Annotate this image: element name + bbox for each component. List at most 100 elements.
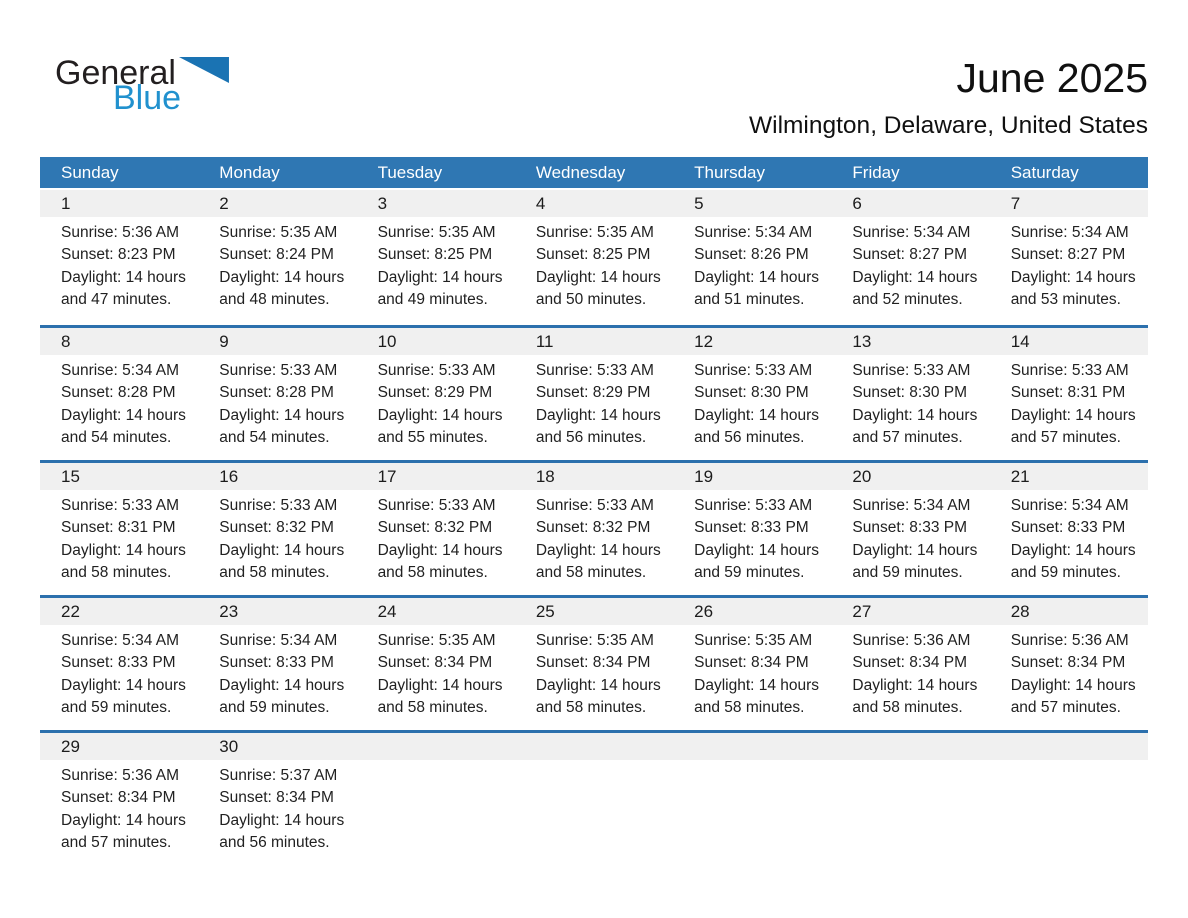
day-number: 17 bbox=[377, 467, 397, 486]
daylight-line2: and 57 minutes. bbox=[61, 834, 172, 852]
day-cell: Sunrise: 5:34 AM Sunset: 8:26 PM Dayligh… bbox=[673, 217, 831, 312]
daylight-line1: Daylight: 14 hours bbox=[1010, 268, 1136, 286]
daylight-line2: and 54 minutes. bbox=[219, 429, 330, 447]
day-cell: Sunrise: 5:33 AM Sunset: 8:32 PM Dayligh… bbox=[515, 490, 673, 585]
daylight-line2: and 59 minutes. bbox=[219, 699, 330, 717]
day-number: 3 bbox=[377, 194, 388, 213]
daylight-line1: Daylight: 14 hours bbox=[694, 676, 820, 694]
day-cell: Sunrise: 5:35 AM Sunset: 8:25 PM Dayligh… bbox=[357, 217, 515, 312]
daylight-line1: Daylight: 14 hours bbox=[535, 541, 661, 559]
day-number-band: 1 2 3 4 5 6 7 bbox=[40, 190, 1148, 217]
daylight-line1: Daylight: 14 hours bbox=[377, 406, 503, 424]
daylight-line1: Daylight: 14 hours bbox=[377, 676, 503, 694]
daylight-line1: Daylight: 14 hours bbox=[219, 811, 345, 829]
daylight-line2: and 58 minutes. bbox=[694, 699, 805, 717]
sunrise-text: Sunrise: 5:34 AM bbox=[219, 632, 338, 649]
day-number: 30 bbox=[219, 737, 239, 756]
day-cell: Sunrise: 5:33 AM Sunset: 8:33 PM Dayligh… bbox=[673, 490, 831, 585]
logo-triangle-icon bbox=[178, 57, 229, 83]
day-number: 1 bbox=[61, 194, 71, 213]
day-number-empty bbox=[357, 733, 515, 760]
sunset-text: Sunset: 8:33 PM bbox=[219, 654, 334, 672]
daylight-line1: Daylight: 14 hours bbox=[61, 676, 186, 694]
daylight-line1: Daylight: 14 hours bbox=[694, 268, 820, 286]
daylight-line1: Daylight: 14 hours bbox=[852, 541, 978, 559]
daylight-line2: and 56 minutes. bbox=[219, 834, 330, 852]
day-number: 25 bbox=[535, 602, 555, 621]
daylight-line2: and 47 minutes. bbox=[61, 291, 172, 309]
day-cell: Sunrise: 5:36 AM Sunset: 8:23 PM Dayligh… bbox=[40, 217, 198, 312]
sunrise-text: Sunrise: 5:33 AM bbox=[535, 497, 654, 514]
daylight-line2: and 56 minutes. bbox=[694, 429, 805, 447]
day-number: 6 bbox=[852, 194, 862, 213]
day-number: 4 bbox=[535, 194, 546, 213]
day-number: 16 bbox=[219, 467, 239, 486]
weekday-header-tuesday: Tuesday bbox=[377, 163, 443, 182]
daylight-line1: Daylight: 14 hours bbox=[219, 676, 345, 694]
daylight-line2: and 57 minutes. bbox=[1010, 429, 1121, 447]
weekday-header-sunday: Sunday bbox=[61, 163, 119, 182]
day-number-band: 8 9 10 11 12 13 14 bbox=[40, 328, 1148, 355]
day-cell: Sunrise: 5:33 AM Sunset: 8:29 PM Dayligh… bbox=[357, 355, 515, 450]
daylight-line1: Daylight: 14 hours bbox=[535, 268, 661, 286]
week-row-2: 8 9 10 11 12 13 14 Sunrise: 5:34 AM Suns… bbox=[40, 325, 1148, 460]
day-number-band: 22 23 24 25 26 27 28 bbox=[40, 598, 1148, 625]
sunrise-text: Sunrise: 5:34 AM bbox=[61, 632, 180, 649]
daylight-line2: and 56 minutes. bbox=[535, 429, 647, 447]
sunrise-text: Sunrise: 5:33 AM bbox=[219, 497, 338, 514]
sunrise-text: Sunrise: 5:34 AM bbox=[1010, 497, 1129, 514]
daylight-line2: and 57 minutes. bbox=[852, 429, 963, 447]
day-cell: Sunrise: 5:34 AM Sunset: 8:27 PM Dayligh… bbox=[831, 217, 989, 312]
day-cell: Sunrise: 5:34 AM Sunset: 8:33 PM Dayligh… bbox=[831, 490, 989, 585]
sunrise-text: Sunrise: 5:34 AM bbox=[852, 497, 971, 514]
daylight-line2: and 58 minutes. bbox=[535, 564, 647, 582]
day-number: 26 bbox=[694, 602, 714, 621]
sunrise-text: Sunrise: 5:36 AM bbox=[1010, 632, 1129, 649]
sunset-text: Sunset: 8:31 PM bbox=[61, 519, 176, 537]
week-row-1: 1 2 3 4 5 6 7 Sunrise: 5:36 AM Sunset: 8… bbox=[40, 190, 1148, 325]
day-cell: Sunrise: 5:33 AM Sunset: 8:32 PM Dayligh… bbox=[198, 490, 356, 585]
daylight-line1: Daylight: 14 hours bbox=[219, 541, 345, 559]
day-number: 10 bbox=[377, 332, 397, 351]
day-cell: Sunrise: 5:34 AM Sunset: 8:33 PM Dayligh… bbox=[198, 625, 356, 720]
sunrise-text: Sunrise: 5:36 AM bbox=[61, 767, 180, 784]
day-number: 7 bbox=[1010, 194, 1021, 213]
day-cell: Sunrise: 5:33 AM Sunset: 8:31 PM Dayligh… bbox=[990, 355, 1148, 450]
daylight-line2: and 54 minutes. bbox=[61, 429, 172, 447]
sunrise-text: Sunrise: 5:33 AM bbox=[219, 362, 338, 379]
day-cell: Sunrise: 5:37 AM Sunset: 8:34 PM Dayligh… bbox=[198, 760, 356, 855]
day-cell: Sunrise: 5:33 AM Sunset: 8:30 PM Dayligh… bbox=[831, 355, 989, 450]
sunset-text: Sunset: 8:34 PM bbox=[694, 654, 809, 672]
sunset-text: Sunset: 8:23 PM bbox=[61, 246, 176, 264]
day-cell: Sunrise: 5:34 AM Sunset: 8:33 PM Dayligh… bbox=[990, 490, 1148, 585]
daylight-line2: and 58 minutes. bbox=[377, 564, 488, 582]
weekday-header-row: Sunday Monday Tuesday Wednesday Thursday… bbox=[40, 157, 1148, 188]
sunset-text: Sunset: 8:29 PM bbox=[377, 384, 493, 402]
day-number: 24 bbox=[377, 602, 397, 621]
daylight-line2: and 48 minutes. bbox=[219, 291, 330, 309]
sunset-text: Sunset: 8:34 PM bbox=[535, 654, 651, 672]
daylight-line1: Daylight: 14 hours bbox=[61, 811, 186, 829]
day-cell: Sunrise: 5:35 AM Sunset: 8:34 PM Dayligh… bbox=[515, 625, 673, 720]
sunrise-text: Sunrise: 5:35 AM bbox=[377, 632, 496, 649]
daylight-line1: Daylight: 14 hours bbox=[852, 268, 978, 286]
daylight-line2: and 59 minutes. bbox=[852, 564, 963, 582]
weekday-header-friday: Friday bbox=[852, 163, 900, 182]
daylight-line2: and 58 minutes. bbox=[535, 699, 647, 717]
sunrise-text: Sunrise: 5:36 AM bbox=[61, 224, 180, 241]
sunrise-text: Sunrise: 5:33 AM bbox=[694, 362, 813, 379]
sunrise-text: Sunrise: 5:33 AM bbox=[694, 497, 813, 514]
day-cell-empty bbox=[990, 760, 1148, 855]
sunset-text: Sunset: 8:34 PM bbox=[219, 789, 334, 807]
daylight-line2: and 58 minutes. bbox=[219, 564, 330, 582]
page-header: General Blue June 2025 Wilmington, Delaw… bbox=[0, 0, 1188, 157]
sunset-text: Sunset: 8:33 PM bbox=[852, 519, 967, 537]
day-cell: Sunrise: 5:35 AM Sunset: 8:34 PM Dayligh… bbox=[357, 625, 515, 720]
page-subtitle: Wilmington, Delaware, United States bbox=[749, 112, 1148, 140]
daylight-line2: and 57 minutes. bbox=[1010, 699, 1121, 717]
day-cell: Sunrise: 5:34 AM Sunset: 8:28 PM Dayligh… bbox=[40, 355, 198, 450]
logo-text-general: General bbox=[55, 54, 176, 92]
day-cell: Sunrise: 5:33 AM Sunset: 8:29 PM Dayligh… bbox=[515, 355, 673, 450]
sunset-text: Sunset: 8:26 PM bbox=[694, 246, 809, 264]
sunset-text: Sunset: 8:32 PM bbox=[219, 519, 334, 537]
